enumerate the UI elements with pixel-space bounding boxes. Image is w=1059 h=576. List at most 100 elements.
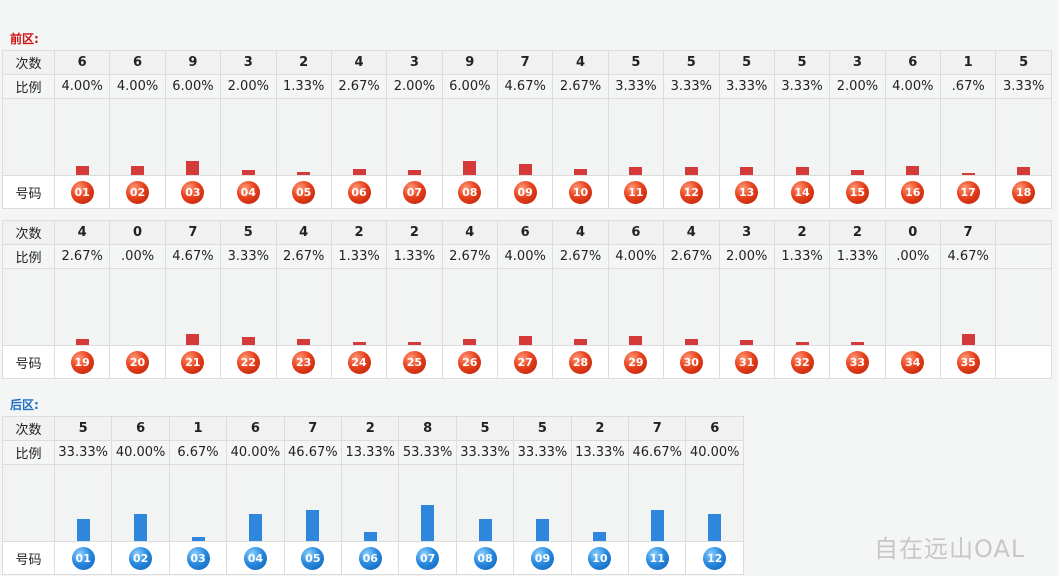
front-count-13: 5 [718,50,775,75]
back-zone-title: 后区: [10,398,39,412]
back-ball-cell-09: 09 [513,541,572,575]
front-bar-cell-15 [829,98,886,176]
back-bar-05 [306,509,320,541]
front-ratio-32: 1.33% [773,244,831,269]
front-ratio-31: 2.00% [718,244,775,269]
front-count-21: 7 [164,220,222,245]
front-ratio-row: 比例 2.67% .00% 4.67% 3.33% 2.67% 1.33% 1.33% 2.67… [2,244,1052,269]
front-ball-06: 06 [347,180,371,204]
back-ratio-01: 33.33% [53,440,113,465]
front-bar-row-label [2,98,55,176]
front-bar-08 [463,161,477,175]
back-ratio-09: 33.33% [513,440,572,465]
front-bar-cell-08 [441,98,499,176]
front-ball-cell-04: 04 [220,175,277,209]
front-ball-cell-16: 16 [884,175,942,209]
front-bar-30 [684,338,698,345]
front-count-row: 次数 6 6 9 3 2 4 3 9 7 4 5 5 5 5 3 6 1 5 [2,50,1052,75]
front-bar-27 [518,335,532,345]
back-count-03: 1 [168,416,228,441]
front-ball-cell-24: 24 [330,345,388,379]
front-count-10: 4 [552,50,609,75]
front-count-17: 1 [939,50,997,75]
front-ball-32: 32 [790,350,814,374]
front-count-23: 4 [275,220,332,245]
front-ball-cell-26: 26 [441,345,499,379]
front-ball-27: 27 [513,350,537,374]
back-count-row-label: 次数 [2,416,55,441]
front-count-04: 3 [220,50,277,75]
front-count-01: 6 [53,50,111,75]
front-ratio-08: 6.00% [441,74,499,99]
front-bar-03 [186,161,200,175]
front-count-05: 2 [275,50,332,75]
front-ball-01: 01 [70,180,94,204]
back-bar-cell-11 [628,464,687,542]
front-ball-02: 02 [126,180,150,204]
back-ball-cell-02: 02 [111,541,170,575]
front-bar-10 [574,168,588,175]
back-ratio-row: 比例 33.33% 40.00% 6.67% 40.00% 46.67% 13.33% 53.… [2,440,744,465]
back-bar-08 [478,518,492,541]
back-bar-03 [191,536,205,541]
front-count-row: 次数 4 0 7 5 4 2 2 4 6 4 6 4 3 2 2 0 7 [2,220,1052,245]
front-bar-cell-25 [386,268,443,346]
front-ball-cell-15: 15 [829,175,886,209]
front-count-20: 0 [109,220,166,245]
back-zone-table: 次数 5 6 1 6 7 2 8 5 5 2 7 6 比例 33.33% 40.00% 6.67% 40.00% 4… [2,416,744,575]
front-ratio-16: 4.00% [884,74,942,99]
back-bar-cell-09 [513,464,572,542]
front-bar-14 [795,167,809,175]
back-ball-03: 03 [186,546,210,570]
front-ratio-05: 1.33% [275,74,332,99]
front-ball-cell-08: 08 [441,175,499,209]
back-count-11: 7 [628,416,687,441]
front-bar-cell-27 [496,268,554,346]
back-count-01: 5 [53,416,113,441]
front-ball-09: 09 [513,180,537,204]
front-count-11: 5 [607,50,665,75]
front-ball-cell-31: 31 [718,345,775,379]
front-zone-title: 前区: [10,32,39,46]
front-ball-cell-22: 22 [220,345,277,379]
front-bar-cell-28 [552,268,609,346]
back-ball-cell-04: 04 [226,541,285,575]
front-bar-06 [352,168,366,175]
front-ball-26: 26 [458,350,482,374]
front-bar-29 [629,335,643,345]
front-ball-10: 10 [569,180,593,204]
back-ball-04: 04 [243,546,267,570]
front-ball-08: 08 [458,180,482,204]
front-ball-17: 17 [956,180,980,204]
front-ball-cell-01: 01 [53,175,111,209]
back-count-06: 2 [341,416,400,441]
front-bar-31 [740,340,754,345]
front-ball-cell-02: 02 [109,175,166,209]
front-bar-cell-14 [773,98,831,176]
front-bar-cell-35 [939,268,997,346]
front-bar-25 [407,341,421,345]
front-ratio-06: 2.67% [330,74,388,99]
front-ball-cell-03: 03 [164,175,222,209]
front-empty-cell [995,268,1052,346]
back-bar-cell-02 [111,464,170,542]
back-ratio-07: 53.33% [398,440,457,465]
front-bar-cell-29 [607,268,665,346]
front-count-14: 5 [773,50,831,75]
front-ratio-04: 2.00% [220,74,277,99]
front-count-28: 4 [552,220,609,245]
front-ratio-25: 1.33% [386,244,443,269]
front-bar-cell-13 [718,98,775,176]
front-zone-table-2: 次数 4 0 7 5 4 2 2 4 6 4 6 4 3 2 2 0 7 比例 2.67% .00% 4.67% 3.33%… [2,220,1052,379]
front-number-row-label: 号码 [2,175,55,209]
back-bar-cell-05 [283,464,343,542]
front-ball-19: 19 [70,350,94,374]
front-bar-17 [961,173,975,175]
back-count-row: 次数 5 6 1 6 7 2 8 5 5 2 7 6 [2,416,744,441]
back-ratio-10: 13.33% [570,440,630,465]
front-bar-26 [463,338,477,345]
back-bar-cell-10 [570,464,630,542]
front-ball-cell-11: 11 [607,175,665,209]
front-ball-cell-28: 28 [552,345,609,379]
front-bar-row-label [2,268,55,346]
